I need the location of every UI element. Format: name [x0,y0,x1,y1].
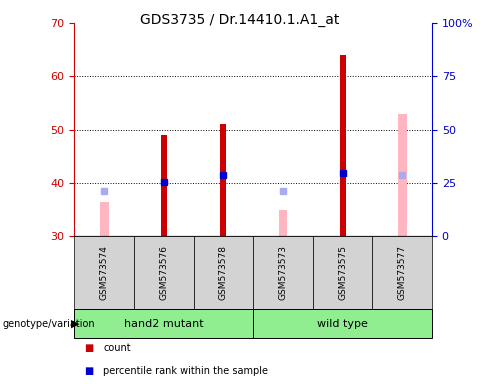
Text: ■: ■ [84,343,93,353]
Text: count: count [103,343,131,353]
Bar [398,114,407,236]
Text: hand2 mutant: hand2 mutant [124,318,204,329]
Text: GSM573574: GSM573574 [100,245,108,300]
Text: GSM573576: GSM573576 [159,245,168,300]
Bar [161,135,167,236]
Bar [253,236,313,309]
Bar [340,55,346,236]
Bar [74,309,253,338]
Text: GDS3735 / Dr.14410.1.A1_at: GDS3735 / Dr.14410.1.A1_at [140,13,340,27]
Text: GSM573575: GSM573575 [338,245,347,300]
Text: ▶: ▶ [71,318,80,329]
Bar [220,124,227,236]
Bar [134,236,193,309]
Bar [313,236,372,309]
Text: GSM573577: GSM573577 [398,245,407,300]
Text: GSM573578: GSM573578 [219,245,228,300]
Text: ■: ■ [84,366,93,376]
Bar [100,202,108,236]
Text: GSM573573: GSM573573 [278,245,288,300]
Text: wild type: wild type [317,318,368,329]
Bar [74,236,134,309]
Bar [372,236,432,309]
Text: percentile rank within the sample: percentile rank within the sample [103,366,268,376]
Bar [253,309,432,338]
Bar [193,236,253,309]
Bar [278,210,288,236]
Text: genotype/variation: genotype/variation [2,318,95,329]
